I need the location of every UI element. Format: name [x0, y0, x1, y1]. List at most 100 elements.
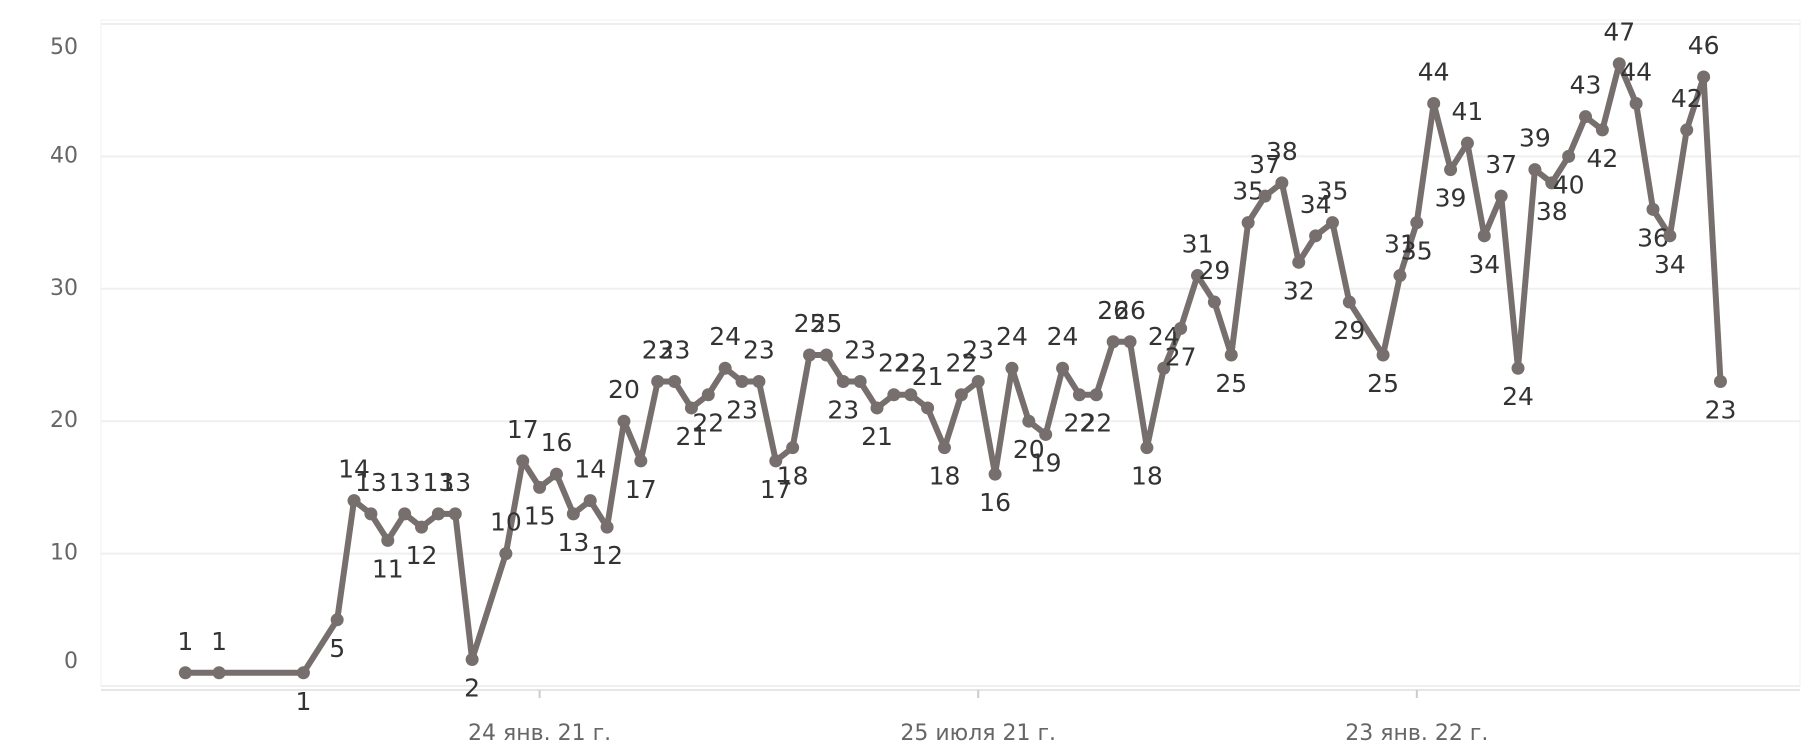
- y-tick-label: 50: [50, 35, 78, 60]
- point: [701, 388, 715, 402]
- data-label: 22: [878, 349, 910, 378]
- point: [600, 520, 614, 534]
- point: [803, 348, 817, 362]
- point: [853, 374, 867, 388]
- point: [988, 467, 1002, 481]
- data-label: 38: [1266, 137, 1298, 166]
- data-label: 40: [1553, 170, 1585, 199]
- point: [1275, 176, 1289, 190]
- data-label: 17: [507, 415, 539, 444]
- point: [212, 666, 226, 680]
- point: [1477, 229, 1491, 243]
- point: [398, 507, 412, 521]
- data-label: 39: [1519, 124, 1551, 153]
- data-label: 35: [1317, 177, 1349, 206]
- data-label: 35: [1232, 177, 1264, 206]
- data-label: 26: [1097, 296, 1129, 325]
- data-label: 14: [338, 455, 370, 484]
- point: [533, 480, 547, 494]
- point: [1528, 163, 1542, 177]
- data-label: 32: [1283, 276, 1315, 305]
- data-label: 29: [1198, 256, 1230, 285]
- data-label: 31: [1182, 230, 1214, 259]
- data-label: 25: [794, 309, 826, 338]
- point: [954, 388, 968, 402]
- data-label: 17: [625, 475, 657, 504]
- data-label: 31: [1384, 230, 1416, 259]
- data-label: 22: [945, 349, 977, 378]
- data-label: 47: [1603, 18, 1635, 47]
- data-label: 23: [962, 335, 994, 364]
- data-label: 36: [1637, 223, 1669, 252]
- point: [1697, 70, 1711, 84]
- data-label: 24: [996, 322, 1028, 351]
- data-label: 24: [1047, 322, 1079, 351]
- point: [465, 653, 479, 667]
- point: [1460, 136, 1474, 150]
- point: [769, 454, 783, 468]
- data-label: 14: [574, 455, 606, 484]
- data-label: 23: [743, 335, 775, 364]
- data-label: 44: [1620, 57, 1652, 86]
- data-label: 20: [1013, 435, 1045, 464]
- data-label: 16: [979, 488, 1011, 517]
- data-label: 46: [1688, 31, 1720, 60]
- point: [1680, 123, 1694, 137]
- point: [1663, 229, 1677, 243]
- data-label: 13: [355, 468, 387, 497]
- data-label: 15: [524, 501, 556, 530]
- point: [634, 454, 648, 468]
- data-label: 21: [861, 422, 893, 451]
- point: [921, 401, 935, 415]
- point: [1157, 361, 1171, 375]
- point: [1207, 295, 1221, 309]
- data-label: 1: [295, 687, 311, 716]
- point: [1629, 96, 1643, 110]
- point: [1612, 57, 1626, 71]
- point: [1072, 388, 1086, 402]
- point: [431, 507, 445, 521]
- point: [364, 507, 378, 521]
- point: [1562, 149, 1576, 163]
- y-tick-label: 30: [50, 276, 78, 301]
- data-label: 18: [777, 462, 809, 491]
- data-label: 13: [557, 528, 589, 557]
- point: [1325, 216, 1339, 230]
- point: [887, 388, 901, 402]
- point: [1258, 189, 1272, 203]
- point: [516, 454, 530, 468]
- point: [1022, 414, 1036, 428]
- data-label: 10: [490, 508, 522, 537]
- point: [1056, 361, 1070, 375]
- data-label: 23: [642, 335, 674, 364]
- data-label: 18: [929, 462, 961, 491]
- y-tick-label: 10: [50, 541, 78, 566]
- data-label: 34: [1300, 190, 1332, 219]
- y-tick-label: 20: [50, 408, 78, 433]
- data-label: 22: [1064, 409, 1096, 438]
- point: [651, 374, 665, 388]
- data-label: 27: [1165, 343, 1197, 372]
- data-label: 23: [844, 335, 876, 364]
- point: [937, 441, 951, 455]
- point: [415, 520, 429, 534]
- data-label: 5: [329, 634, 345, 663]
- point: [1579, 110, 1593, 124]
- point: [735, 374, 749, 388]
- data-label: 41: [1452, 97, 1484, 126]
- data-label: 22: [895, 349, 927, 378]
- data-label: 42: [1671, 84, 1703, 113]
- point: [1376, 348, 1390, 362]
- point: [1005, 361, 1019, 375]
- point: [718, 361, 732, 375]
- data-label: 42: [1586, 144, 1618, 173]
- point: [178, 666, 192, 680]
- data-label: 37: [1249, 150, 1281, 179]
- data-label: 43: [1570, 71, 1602, 100]
- data-label: 16: [541, 428, 573, 457]
- point: [448, 507, 462, 521]
- x-tick-label: 25 июля 21 г.: [900, 721, 1056, 746]
- data-label: 22: [692, 409, 724, 438]
- data-label: 38: [1536, 197, 1568, 226]
- point: [1191, 269, 1205, 283]
